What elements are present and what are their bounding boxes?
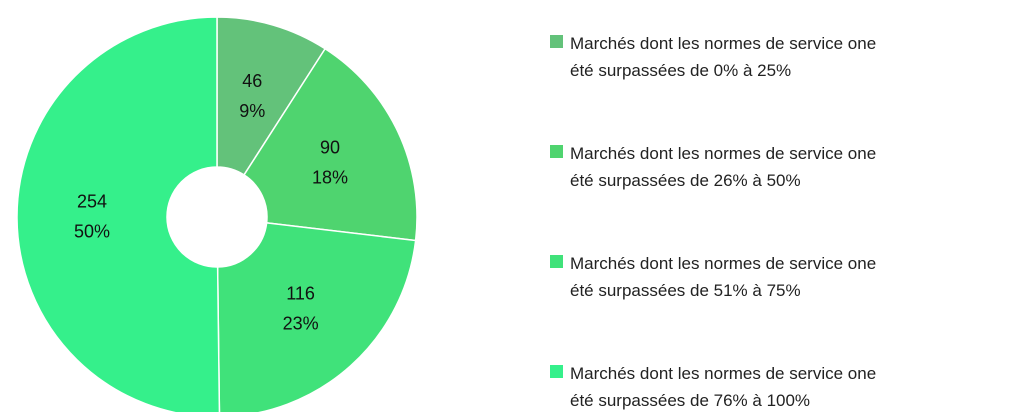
value-label: 254 — [77, 192, 107, 212]
value-label: 46 — [242, 71, 262, 91]
legend-label: Marchés dont les normes de service one é… — [570, 144, 877, 190]
legend-label: Marchés dont les normes de service one é… — [570, 34, 877, 80]
legend-item: Marchés dont les normes de service one é… — [550, 140, 876, 194]
legend-label: Marchés dont les normes de service one é… — [570, 254, 877, 300]
percent-label: 50% — [74, 222, 110, 242]
percent-label: 9% — [239, 101, 265, 121]
slice — [242, 47, 418, 242]
legend-item: Marchés dont les normes de service one é… — [550, 30, 876, 84]
legend-item: Marchés dont les normes de service one é… — [550, 250, 876, 304]
slice — [216, 16, 327, 176]
legend-swatch — [550, 255, 563, 268]
value-label: 90 — [320, 137, 340, 157]
percent-label: 18% — [312, 167, 348, 187]
legend-label: Marchés dont les normes de service one é… — [570, 364, 877, 410]
chart: 46 9% 90 18% 116 23% 254 50% — [16, 16, 418, 412]
legend-swatch — [550, 35, 563, 48]
slice — [216, 222, 417, 412]
value-label: 116 — [286, 284, 315, 304]
legend-swatch — [550, 145, 563, 158]
legend-swatch — [550, 365, 563, 378]
slice — [16, 16, 221, 412]
legend-item: Marchés dont les normes de service one é… — [550, 360, 876, 414]
percent-label: 23% — [283, 314, 319, 334]
